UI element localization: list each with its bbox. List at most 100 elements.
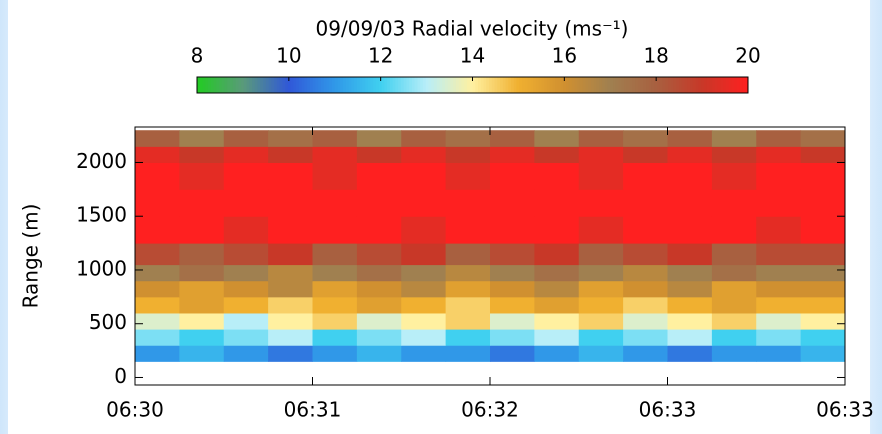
heatmap-cell xyxy=(312,280,358,298)
colorbar-segment xyxy=(304,77,308,93)
colorbar-segment xyxy=(282,77,286,93)
heatmap-cell xyxy=(356,329,402,346)
colorbar-segment xyxy=(422,77,427,93)
colorbar-segment xyxy=(450,77,454,93)
colorbar-segment xyxy=(293,77,297,93)
heatmap-cell xyxy=(268,312,313,330)
colorbar-segment xyxy=(624,77,628,93)
heatmap-cell xyxy=(756,130,802,147)
colorbar-segment xyxy=(593,77,597,93)
colorbar-segment xyxy=(500,77,504,93)
colorbar-segment xyxy=(607,77,611,93)
colorbar-segment xyxy=(494,77,498,93)
heatmap-cell xyxy=(667,264,713,282)
heatmap-cell xyxy=(179,345,225,362)
colorbar-segment xyxy=(524,77,529,93)
colorbar-segment xyxy=(296,77,300,93)
colorbar-segment xyxy=(461,77,465,93)
heatmap-cell xyxy=(356,162,402,190)
heatmap-cell xyxy=(623,345,668,362)
heatmap-cell xyxy=(578,243,624,266)
colorbar-segment xyxy=(698,77,702,93)
colorbar-segment xyxy=(464,77,468,93)
colorbar-segment xyxy=(219,77,223,93)
colorbar-segment xyxy=(676,77,680,93)
heatmap-cell xyxy=(401,345,447,362)
colorbar-segment xyxy=(629,77,633,93)
y-tick-label: 0 xyxy=(114,364,127,388)
heatmap-cell xyxy=(223,312,269,330)
colorbar-segment xyxy=(199,77,204,93)
colorbar-segment xyxy=(425,77,429,93)
colorbar-segment xyxy=(469,77,473,93)
heatmap-cell xyxy=(135,280,180,298)
colorbar-segment xyxy=(453,77,457,93)
colorbar-segment xyxy=(246,77,250,93)
heatmap-cell xyxy=(623,280,668,298)
colorbar-segment xyxy=(315,77,319,93)
colorbar-segment xyxy=(574,77,578,93)
colorbar-segment xyxy=(301,77,305,93)
colorbar-segment xyxy=(687,77,691,93)
colorbar-segment xyxy=(348,77,352,93)
colorbar-segment xyxy=(285,77,289,93)
colorbar-segment xyxy=(254,77,259,93)
colorbar-segment xyxy=(431,77,435,93)
heatmap-cell xyxy=(800,312,846,330)
heatmap-cell xyxy=(800,216,846,244)
colorbar-segment xyxy=(290,77,294,93)
colorbar-segment xyxy=(684,77,688,93)
heatmap-cell xyxy=(490,345,535,362)
colorbar-segment xyxy=(265,77,270,93)
heatmap-cell xyxy=(578,280,624,298)
colorbar-segment xyxy=(334,77,339,93)
chart-title: 09/09/03 Radial velocity (ms⁻¹) xyxy=(316,17,629,41)
colorbar-segment xyxy=(378,77,383,93)
colorbar-segment xyxy=(681,77,686,93)
heatmap-cell xyxy=(578,130,624,147)
heatmap-cell xyxy=(401,280,447,298)
colorbar-segment xyxy=(298,77,303,93)
colorbar-segment xyxy=(216,77,220,93)
heatmap-cell xyxy=(756,189,802,217)
heatmap-cell xyxy=(534,130,580,147)
heatmap-cell xyxy=(667,329,713,346)
heatmap-cell xyxy=(667,345,713,362)
colorbar-segment xyxy=(563,77,567,93)
colorbar-segment xyxy=(398,77,402,93)
colorbar-segment xyxy=(323,77,327,93)
heatmap-cell xyxy=(312,162,358,190)
heatmap-cell xyxy=(223,130,269,147)
colorbar-segment xyxy=(497,77,501,93)
colorbar-segment xyxy=(276,77,281,93)
heatmap-cell xyxy=(490,296,535,314)
colorbar-segment xyxy=(436,77,440,93)
heatmap-cell xyxy=(445,130,491,147)
heatmap-cell xyxy=(179,329,225,346)
heatmap-cell xyxy=(667,216,713,244)
colorbar-segment xyxy=(238,77,242,93)
colorbar-segment xyxy=(309,77,314,93)
colorbar-segment xyxy=(579,77,584,93)
heatmap-cell xyxy=(223,329,269,346)
colorbar-segment xyxy=(679,77,683,93)
heatmap-cell xyxy=(534,312,580,330)
colorbar-segment xyxy=(505,77,509,93)
colorbar-segment xyxy=(351,77,355,93)
heatmap-cell xyxy=(667,130,713,147)
heatmap-cell xyxy=(800,243,846,266)
colorbar-segment xyxy=(566,77,570,93)
colorbar-segment xyxy=(648,77,653,93)
colorbar-segment xyxy=(458,77,462,93)
heatmap-cell xyxy=(667,189,713,217)
colorbar-tick-label: 18 xyxy=(643,44,668,68)
colorbar-segment xyxy=(577,77,581,93)
colorbar-segment xyxy=(235,77,239,93)
heatmap-cell xyxy=(534,264,580,282)
heatmap-cell xyxy=(800,345,846,362)
heatmap-cell xyxy=(756,280,802,298)
heatmap-cell xyxy=(578,264,624,282)
colorbar-segment xyxy=(568,77,573,93)
heatmap-cell xyxy=(534,345,580,362)
colorbar-segment xyxy=(745,77,749,93)
